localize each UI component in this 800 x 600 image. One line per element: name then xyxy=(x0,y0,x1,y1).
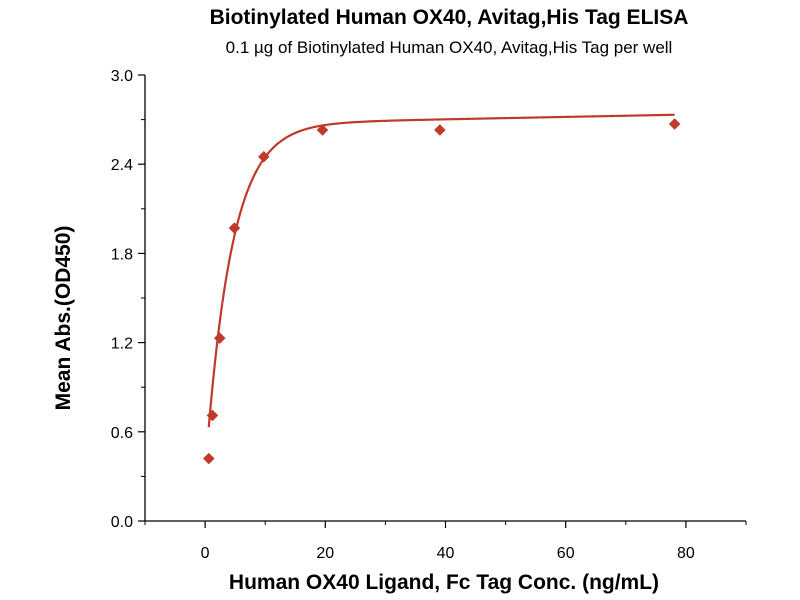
data-point xyxy=(206,409,219,422)
y-tick-label: 3.0 xyxy=(111,68,133,85)
chart-subtitle: 0.1 µg of Biotinylated Human OX40, Avita… xyxy=(226,38,673,57)
data-point xyxy=(228,222,241,234)
y-axis-label: Mean Abs.(OD450) xyxy=(52,226,75,411)
x-tick-label: 80 xyxy=(677,545,695,562)
data-point xyxy=(433,124,446,136)
x-tick-label: 60 xyxy=(557,545,575,562)
y-tick-label: 1.8 xyxy=(111,246,133,263)
x-tick-label: 20 xyxy=(316,545,334,562)
data-point xyxy=(668,118,681,130)
fit-curve-group xyxy=(207,113,675,428)
ticks: 0.0 0.6 1.2 1.8 2.4 3.0 0 20 40 60 80 xyxy=(111,68,747,562)
x-tick-label: 40 xyxy=(437,545,455,562)
data-point xyxy=(213,332,226,344)
data-point xyxy=(202,452,215,465)
y-tick-label: 0.6 xyxy=(111,425,133,442)
y-tick-label: 2.4 xyxy=(111,157,133,174)
x-axis-label: Human OX40 Ligand, Fc Tag Conc. (ng/mL) xyxy=(229,571,659,594)
y-tick-label: 0.0 xyxy=(111,514,133,531)
data-points xyxy=(202,118,681,465)
y-tick-label: 1.2 xyxy=(111,336,133,353)
data-point xyxy=(257,150,270,163)
chart-title: Biotinylated Human OX40, Avitag,His Tag … xyxy=(210,6,689,29)
x-tick-label: 0 xyxy=(201,545,210,562)
data-point xyxy=(316,124,329,136)
fit-curve xyxy=(207,113,675,428)
axes xyxy=(144,75,746,522)
